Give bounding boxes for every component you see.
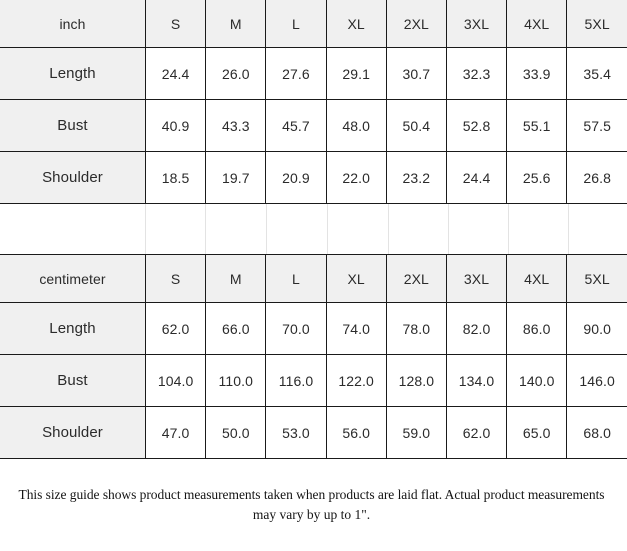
inch-bust-5xl: 57.5 (566, 99, 627, 152)
cm-shoulder-2xl: 59.0 (386, 406, 447, 459)
inch-size-header-4xl: 4XL (506, 0, 568, 48)
cm-bust-m: 110.0 (205, 354, 267, 407)
disclaimer-line-2: may vary by up to 1". (252, 507, 371, 522)
cm-bust-4xl: 140.0 (506, 354, 568, 407)
table-row: Length 62.0 66.0 70.0 74.0 78.0 82.0 86.… (0, 302, 627, 355)
cm-bust-l: 116.0 (265, 354, 327, 407)
table-row: Bust 104.0 110.0 116.0 122.0 128.0 134.0… (0, 354, 627, 407)
cm-shoulder-3xl: 62.0 (446, 406, 508, 459)
cm-length-l: 70.0 (265, 302, 327, 355)
inch-size-header-3xl: 3XL (446, 0, 508, 48)
size-guide-disclaimer: This size guide shows product measuremen… (0, 459, 623, 525)
inch-shoulder-xl: 22.0 (326, 151, 387, 204)
inch-length-2xl: 30.7 (386, 47, 447, 100)
inch-length-s: 24.4 (145, 47, 207, 100)
spacer-divider-8 (568, 204, 569, 254)
inch-bust-s: 40.9 (145, 99, 207, 152)
table-spacer (0, 204, 627, 254)
centimeter-table-wrapper: centimeter S M L XL 2XL 3XL 4XL 5XL Leng… (0, 254, 627, 459)
table-row: Bust 40.9 43.3 45.7 48.0 50.4 52.8 55.1 … (0, 99, 627, 152)
inch-table-body: inch S M L XL 2XL 3XL 4XL 5XL Length 24.… (0, 0, 627, 204)
inch-length-4xl: 33.9 (506, 47, 568, 100)
cm-length-3xl: 82.0 (446, 302, 508, 355)
cm-bust-5xl: 146.0 (566, 354, 627, 407)
inch-size-header-2xl: 2XL (386, 0, 447, 48)
inch-shoulder-m: 19.7 (205, 151, 267, 204)
inch-length-l: 27.6 (265, 47, 327, 100)
table-row: Shoulder 47.0 50.0 53.0 56.0 59.0 62.0 6… (0, 406, 627, 459)
inch-size-header-m: M (205, 0, 267, 48)
cm-row-label-shoulder: Shoulder (0, 406, 146, 459)
inch-bust-m: 43.3 (205, 99, 267, 152)
spacer-divider-6 (448, 204, 449, 254)
cm-row-label-bust: Bust (0, 354, 146, 407)
cm-shoulder-s: 47.0 (145, 406, 207, 459)
inch-size-header-xl: XL (326, 0, 387, 48)
spacer-divider-4 (327, 204, 328, 254)
spacer-divider-7 (508, 204, 509, 254)
centimeter-header-row: centimeter S M L XL 2XL 3XL 4XL 5XL (0, 254, 627, 303)
centimeter-unit-label: centimeter (0, 254, 146, 303)
inch-header-row: inch S M L XL 2XL 3XL 4XL 5XL (0, 0, 627, 48)
inch-size-header-l: L (265, 0, 327, 48)
cm-length-4xl: 86.0 (506, 302, 568, 355)
cm-bust-xl: 122.0 (326, 354, 387, 407)
inch-shoulder-5xl: 26.8 (566, 151, 627, 204)
inch-shoulder-2xl: 23.2 (386, 151, 447, 204)
inch-length-5xl: 35.4 (566, 47, 627, 100)
inch-size-header-s: S (145, 0, 207, 48)
inch-bust-3xl: 52.8 (446, 99, 508, 152)
cm-size-header-xl: XL (326, 254, 387, 303)
spacer-divider-1 (145, 204, 146, 254)
inch-length-m: 26.0 (205, 47, 267, 100)
cm-length-2xl: 78.0 (386, 302, 447, 355)
spacer-divider-3 (266, 204, 267, 254)
cm-size-header-3xl: 3XL (446, 254, 508, 303)
inch-row-label-shoulder: Shoulder (0, 151, 146, 204)
table-row: Shoulder 18.5 19.7 20.9 22.0 23.2 24.4 2… (0, 151, 627, 204)
inch-shoulder-s: 18.5 (145, 151, 207, 204)
cm-length-m: 66.0 (205, 302, 267, 355)
inch-row-label-bust: Bust (0, 99, 146, 152)
cm-size-header-m: M (205, 254, 267, 303)
cm-bust-2xl: 128.0 (386, 354, 447, 407)
centimeter-size-table: centimeter S M L XL 2XL 3XL 4XL 5XL Leng… (0, 254, 627, 459)
cm-bust-s: 104.0 (145, 354, 207, 407)
inch-shoulder-4xl: 25.6 (506, 151, 568, 204)
spacer-divider-5 (388, 204, 389, 254)
inch-unit-label: inch (0, 0, 146, 48)
table-row: Length 24.4 26.0 27.6 29.1 30.7 32.3 33.… (0, 47, 627, 100)
inch-row-label-length: Length (0, 47, 146, 100)
inch-bust-4xl: 55.1 (506, 99, 568, 152)
inch-shoulder-3xl: 24.4 (446, 151, 508, 204)
cm-length-xl: 74.0 (326, 302, 387, 355)
inch-table-wrapper: inch S M L XL 2XL 3XL 4XL 5XL Length 24.… (0, 0, 627, 204)
inch-bust-2xl: 50.4 (386, 99, 447, 152)
inch-length-xl: 29.1 (326, 47, 387, 100)
cm-size-header-2xl: 2XL (386, 254, 447, 303)
inch-bust-xl: 48.0 (326, 99, 387, 152)
cm-size-header-s: S (145, 254, 207, 303)
cm-shoulder-m: 50.0 (205, 406, 267, 459)
cm-length-s: 62.0 (145, 302, 207, 355)
cm-length-5xl: 90.0 (566, 302, 627, 355)
inch-size-header-5xl: 5XL (566, 0, 627, 48)
cm-shoulder-4xl: 65.0 (506, 406, 568, 459)
cm-shoulder-xl: 56.0 (326, 406, 387, 459)
cm-size-header-l: L (265, 254, 327, 303)
disclaimer-line-1: This size guide shows product measuremen… (18, 487, 605, 502)
cm-bust-3xl: 134.0 (446, 354, 508, 407)
cm-shoulder-5xl: 68.0 (566, 406, 627, 459)
cm-size-header-5xl: 5XL (566, 254, 627, 303)
centimeter-table-body: centimeter S M L XL 2XL 3XL 4XL 5XL Leng… (0, 254, 627, 459)
spacer-divider-2 (205, 204, 206, 254)
cm-shoulder-l: 53.0 (265, 406, 327, 459)
inch-length-3xl: 32.3 (446, 47, 508, 100)
inch-shoulder-l: 20.9 (265, 151, 327, 204)
cm-row-label-length: Length (0, 302, 146, 355)
inch-bust-l: 45.7 (265, 99, 327, 152)
cm-size-header-4xl: 4XL (506, 254, 568, 303)
inch-size-table: inch S M L XL 2XL 3XL 4XL 5XL Length 24.… (0, 0, 627, 204)
